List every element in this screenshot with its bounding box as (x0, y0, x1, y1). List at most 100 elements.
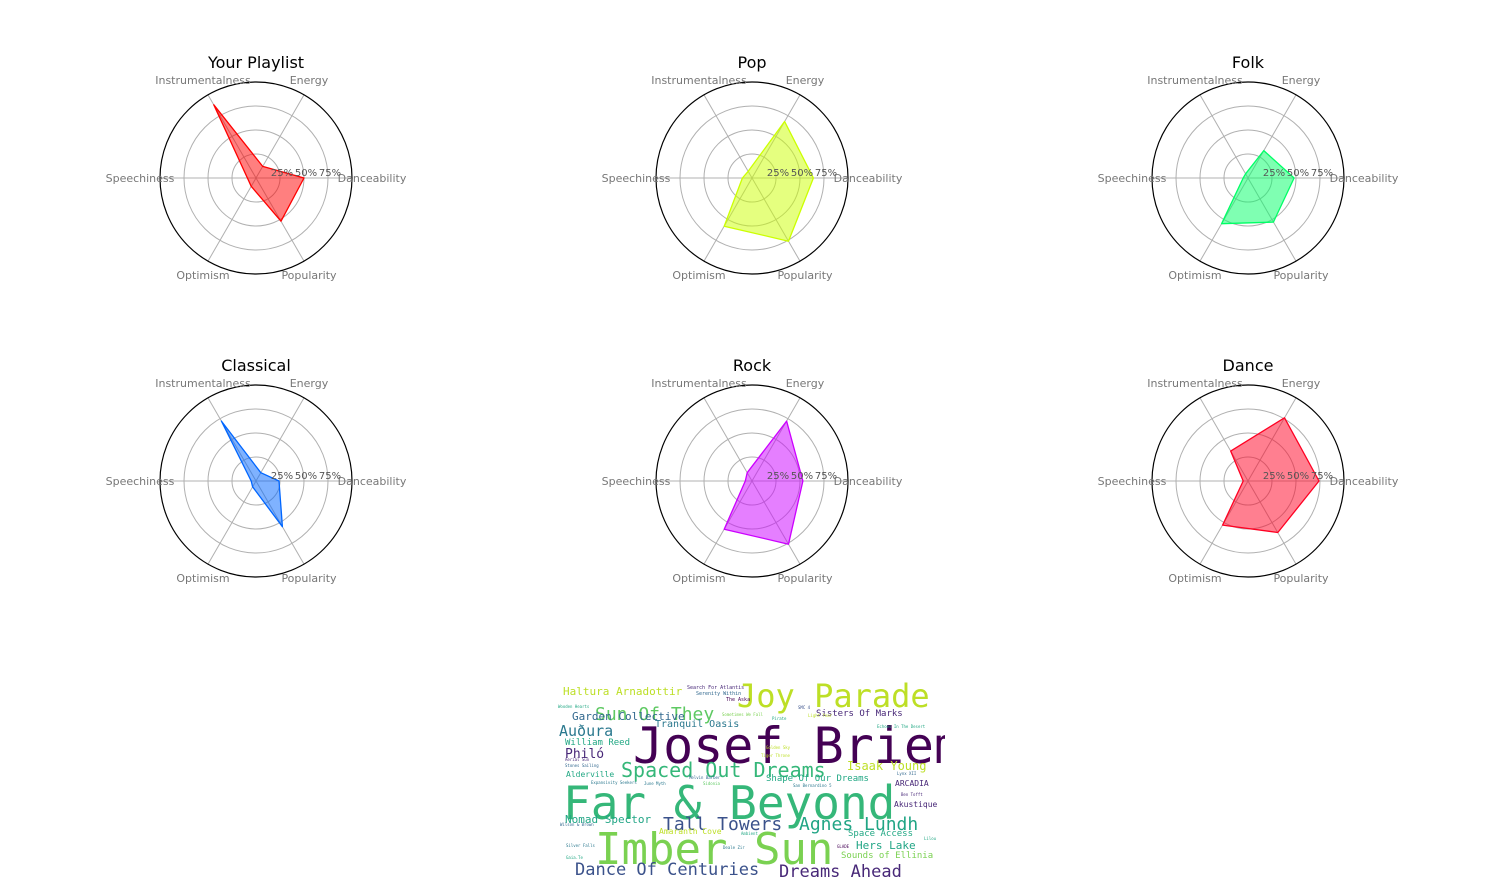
radar-spoke (207, 480, 257, 565)
wordcloud-word: Agnes Lundh (799, 814, 919, 835)
radar-chart: 25% 50% 75%Danceability Energy Instrumentaln… (106, 53, 407, 282)
wordcloud-word: SMC 4 (798, 705, 811, 710)
radar-axis-label: Speechiness (106, 475, 175, 488)
radar-axis-label: Optimism (672, 572, 725, 585)
radar-ring-label: 25% (1263, 471, 1285, 482)
wordcloud-word: Dance Of Centuries (575, 860, 760, 880)
radar-axis-label: Popularity (1273, 572, 1329, 585)
wordcloud-word: Ben Tofft (901, 792, 923, 797)
radar-axis-label: Energy (1282, 74, 1321, 87)
radar-axis-label: Popularity (1273, 269, 1329, 282)
wordcloud-word: Sisters Of Marks (816, 709, 903, 719)
radar-axis-label: Instrumentalness (155, 74, 251, 87)
radar-axis-label: Optimism (672, 269, 725, 282)
wordcloud-word: ARCADIA (895, 779, 929, 788)
radar-chart: 25% 50% 75%Danceability Energy Instrumentaln… (1098, 356, 1399, 585)
radar-title: Dance (1223, 356, 1274, 375)
radar-axis-label: Instrumentalness (155, 377, 251, 390)
radar-spoke (703, 397, 753, 482)
radar-axis-label: Energy (1282, 377, 1321, 390)
artist-word-cloud: Josef Briem Far & Beyond Imber Sun Joy Para… (555, 680, 945, 885)
wordcloud-word: Lilou (924, 836, 937, 841)
radar-axis-label: Optimism (1168, 269, 1221, 282)
radar-ring-label: 25% (271, 471, 293, 482)
radar-axis-label: Instrumentalness (651, 74, 747, 87)
radar-axis-label: Energy (290, 377, 329, 390)
wordcloud-word: Melvin Barber (689, 775, 721, 780)
radar-ring-label: 50% (295, 471, 317, 482)
radar-axis-label: Optimism (1168, 572, 1221, 585)
radar-ring-label: 75% (1311, 168, 1333, 179)
radar-series-area (723, 420, 804, 545)
radar-axis-label: Danceability (1330, 475, 1399, 488)
radar-axis-label: Popularity (281, 269, 337, 282)
wordcloud-word: Imber Sun (595, 824, 834, 875)
wordcloud-word: Amaranth Cove (659, 827, 722, 836)
wordcloud-word: Light Year (808, 713, 833, 718)
wordcloud-word: Search For Atlantis (687, 685, 745, 691)
radar-axis-label: Speechiness (1098, 172, 1167, 185)
wordcloud-word: Josef Briem (633, 717, 945, 775)
radar-ring-label: 25% (767, 471, 789, 482)
radar-axis-label: Energy (786, 74, 825, 87)
radar-ring-label: 25% (767, 168, 789, 179)
wordcloud-word: Wooden Hearts (558, 704, 590, 709)
wordcloud-word: Ambient (741, 831, 758, 836)
wordcloud-word: Serenity Within (696, 691, 742, 697)
radar-ring-label: 75% (1311, 471, 1333, 482)
wordcloud-word: Wilson & Brown (560, 822, 594, 827)
radar-spoke (255, 397, 305, 482)
radar-title: Pop (737, 53, 766, 72)
wordcloud-word: Garden Collective (572, 710, 685, 723)
radar-axis-label: Energy (290, 74, 329, 87)
wordcloud-word: Deale Zir (723, 845, 745, 850)
radar-series-area (1221, 417, 1320, 534)
wordcloud-word: Gaia.Te (566, 855, 583, 860)
radar-chart: 25% 50% 75%Danceability Energy Instrumentaln… (106, 356, 407, 585)
radar-ring-label: 75% (815, 168, 837, 179)
radar-axis-label: Danceability (1330, 172, 1399, 185)
wordcloud-word: Nomad Spector (565, 813, 652, 826)
wordcloud-word: Joy Parade (737, 680, 930, 715)
radar-series-area (213, 104, 305, 222)
radar-axis-label: Instrumentalness (1147, 377, 1243, 390)
radar-spoke (1199, 94, 1249, 179)
radar-frame (655, 384, 849, 578)
wordcloud-word: Tall Towers (663, 814, 783, 835)
radar-ring-label: 25% (271, 168, 293, 179)
wordcloud-word: Golden Sky (766, 745, 791, 750)
radar-charts: 25% 50% 75%DanceabilityEnergyInstrumentaln… (106, 53, 1399, 585)
wordcloud-word: San Bernardino 5 (793, 783, 832, 788)
wordcloud-word: Space Access (848, 829, 914, 839)
radar-ring-label: 25% (1263, 168, 1285, 179)
radar-axis-label: Danceability (338, 475, 407, 488)
radar-spoke (255, 94, 305, 179)
radar-spoke (207, 177, 257, 262)
wordcloud-word: Spaced Out Dreams (621, 758, 826, 782)
wordcloud-word: Shape Of Our Dreams (766, 774, 869, 784)
wordcloud-word: Far & Beyond (563, 776, 896, 830)
wordcloud-word: Pirate (772, 716, 787, 721)
radar-axis-label: Danceability (834, 475, 903, 488)
radar-axis-label: Energy (786, 377, 825, 390)
wordcloud-word: Hers Lake (856, 839, 916, 852)
wordcloud-word: Philó (565, 747, 605, 762)
wordcloud-word: Lynx XII (897, 771, 917, 776)
radar-axis-label: Speechiness (1098, 475, 1167, 488)
radar-axis-label: Instrumentalness (1147, 74, 1243, 87)
wordcloud-word: Alderville (566, 770, 615, 779)
radar-axis-label: Popularity (777, 269, 833, 282)
radar-series-area (220, 420, 284, 528)
wordcloud-word: GLADE (837, 844, 850, 849)
radar-ring-label: 50% (791, 471, 813, 482)
radar-axis-label: Danceability (338, 172, 407, 185)
wordcloud-word: Dreams Ahead (779, 862, 902, 882)
radar-axis-label: Popularity (281, 572, 337, 585)
wordcloud-word: Sun Of They (595, 704, 715, 725)
radar-ring-label: 50% (1287, 168, 1309, 179)
radar-ring-label: 50% (1287, 471, 1309, 482)
wordcloud-word: Sometimes We Fall (722, 712, 763, 717)
wordcloud-word: The Aska (726, 697, 751, 703)
wordcloud-word: Aerial Sun (565, 757, 590, 762)
wordcloud-word: Tranquil Oasis (655, 719, 740, 730)
